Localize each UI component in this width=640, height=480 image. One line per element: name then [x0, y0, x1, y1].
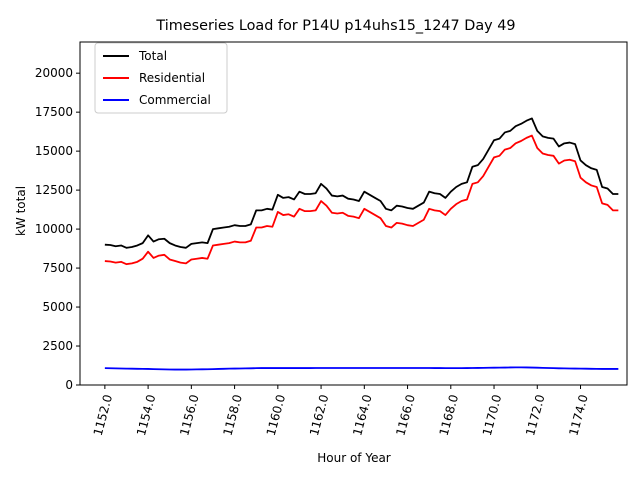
y-tick-label: 15000 [35, 144, 73, 158]
legend-box [94, 42, 228, 114]
y-tick-label: 20000 [35, 66, 73, 80]
legend-label-total: Total [138, 49, 167, 63]
y-tick-label: 12500 [35, 183, 73, 197]
series-line-total [104, 117, 619, 249]
y-tick-label: 7500 [42, 261, 73, 275]
x-axis-label: Hour of Year [317, 451, 391, 465]
plot-area [79, 41, 628, 386]
legend-label-commercial: Commercial [139, 93, 211, 107]
y-tick-label: 10000 [35, 222, 73, 236]
y-axis-ticks: 0 2500 5000 7500 10000 12500 15000 17500 20000 [35, 66, 80, 392]
legend: Total Residential Commercial [94, 42, 228, 114]
axes-frame [79, 41, 628, 386]
series-line-commercial [104, 366, 619, 371]
chart-title: Timeseries Load for P14U p14uhs15_1247 D… [155, 18, 515, 34]
y-tick-label: 17500 [35, 105, 73, 119]
y-tick-label: 2500 [42, 339, 73, 353]
series-line-residential [104, 134, 619, 266]
y-tick-label: 5000 [42, 300, 73, 314]
legend-label-residential: Residential [139, 71, 205, 85]
y-tick-label: 0 [65, 378, 73, 392]
y-axis-label: kW total [14, 186, 28, 236]
